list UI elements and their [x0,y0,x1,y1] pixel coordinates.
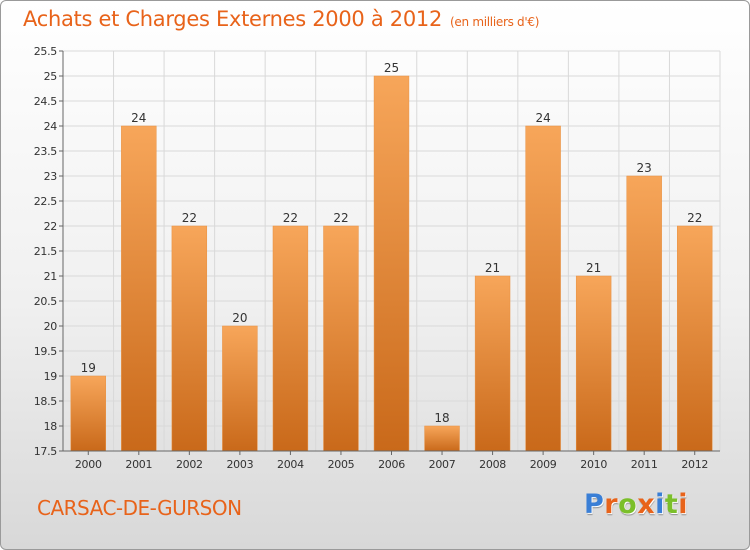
data-label: 23 [637,161,652,175]
y-tick-label: 21 [44,270,57,283]
bar-2010 [575,275,612,452]
x-tick-label: 2006 [378,458,405,471]
y-tick-label: 18 [44,420,58,433]
data-label: 21 [485,261,500,275]
x-tick-label: 2005 [328,458,355,471]
data-label: 22 [182,211,197,225]
data-label: 25 [384,61,399,75]
data-label: 24 [535,111,550,125]
y-tick-label: 21.5 [34,245,58,258]
logo-letter: r [604,489,619,520]
bars: 19 24 22 20 22 22 25 18 21 24 21 23 22 [70,61,713,452]
y-tick-label: 22.5 [34,195,58,208]
data-label: 19 [81,361,96,375]
data-label: 20 [232,311,247,325]
y-tick-label: 22 [44,220,57,233]
y-tick-label: 17.5 [34,445,58,458]
bar-2007 [424,425,460,452]
bar-2002 [171,225,208,452]
bar-2012 [677,225,713,452]
y-tick-label: 23.5 [34,145,58,158]
x-tick-label: 2003 [226,458,253,471]
chart-subtitle: (en milliers d'€) [450,15,540,29]
logo-letter: i [678,489,689,520]
x-tick-label: 2012 [681,458,708,471]
x-tick-label: 2002 [176,458,203,471]
logo-letter: o [618,489,638,520]
logo-letter: i [655,489,665,520]
chart-title-text: Achats et Charges Externes 2000 à 2012 [23,7,443,31]
logo-letter: t [664,489,679,520]
y-tick-label: 23 [44,170,58,183]
logo-letter: x [637,489,656,520]
data-label: 22 [687,211,702,225]
bar-2006 [373,75,410,452]
x-tick-label: 2008 [479,458,506,471]
bar-2008 [474,275,511,452]
x-tick-label: 2001 [125,458,152,471]
x-tick-label: 2011 [631,458,658,471]
bar-2011 [626,175,662,452]
bar-2000 [70,375,106,452]
y-tick-label: 25.5 [34,45,58,58]
y-tick-label: 19.5 [34,345,58,358]
data-label: 18 [434,411,449,425]
data-label: 22 [333,211,348,225]
y-tick-label: 20.5 [34,295,58,308]
bar-2004 [272,225,309,452]
x-tick-label: 2007 [429,458,456,471]
bar-2009 [525,125,561,452]
x-tick-label: 2000 [75,458,102,471]
x-tick-label: 2004 [277,458,304,471]
chart-title: Achats et Charges Externes 2000 à 2012 (e… [23,7,539,31]
bar-2005 [323,225,359,452]
y-tick-label: 25 [44,70,58,83]
bar-2003 [222,325,258,452]
y-tick-label: 19 [44,370,58,383]
bar-2001 [121,125,157,452]
axes: 17.5 18 18.5 19 19.5 20 20.5 21 21.5 22 22.5 23 23.5… [34,45,720,471]
y-tick-label: 24.5 [34,95,58,108]
y-tick-label: 24 [44,120,58,133]
y-tick-label: 20 [44,320,58,333]
y-tick-label: 18.5 [34,395,58,408]
x-tick-label: 2009 [530,458,557,471]
logo-letter: P [584,489,605,520]
data-label: 22 [283,211,298,225]
data-label: 21 [586,261,601,275]
x-tick-label: 2010 [580,458,607,471]
proxiti-logo: Proxiti [584,489,688,520]
data-label: 24 [131,111,146,125]
place-name: CARSAC-DE-GURSON [37,496,242,520]
